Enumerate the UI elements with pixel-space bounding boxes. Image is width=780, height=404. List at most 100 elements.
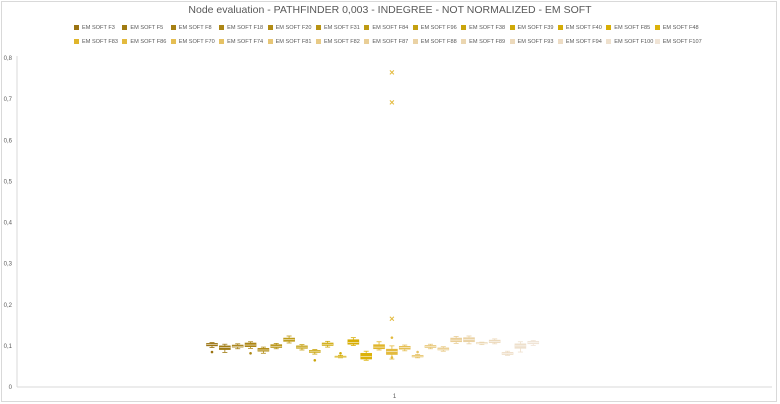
legend-item: EM SOFT F107 <box>654 37 703 46</box>
legend-label: EM SOFT F93 <box>517 38 554 45</box>
legend-label: EM SOFT F83 <box>82 38 118 45</box>
outlier-point <box>390 336 394 339</box>
y-tick-label: 0,3 <box>4 262 13 268</box>
y-tick-label: 0,2 <box>4 303 13 309</box>
legend-swatch <box>606 39 612 44</box>
legend-swatch <box>412 25 418 30</box>
legend-item: EM SOFT F74 <box>219 37 267 46</box>
legend-label: EM SOFT F107 <box>662 38 702 45</box>
legend-label: EM SOFT F40 <box>565 24 602 31</box>
legend-label: EM SOFT F3 <box>82 24 115 31</box>
legend: EM SOFT F3 EM SOFT F5 EM SOFT F8 EM SOFT F1… <box>74 23 714 46</box>
legend-swatch <box>509 25 515 30</box>
legend-swatch <box>606 25 612 30</box>
legend-item: EM SOFT F84 <box>364 23 412 32</box>
legend-label: EM SOFT F88 <box>420 38 457 45</box>
outlier-point <box>416 350 419 354</box>
outlier-marker <box>389 70 395 75</box>
legend-label: EM SOFT F70 <box>178 38 215 45</box>
legend-item: EM SOFT F83 <box>74 37 122 46</box>
legend-label: EM SOFT F82 <box>323 38 360 45</box>
legend-label: EM SOFT F100 <box>614 38 654 45</box>
legend-item: EM SOFT F93 <box>509 37 558 46</box>
y-tick-label: 0,4 <box>4 221 13 227</box>
legend-swatch <box>364 39 370 44</box>
legend-item: EM SOFT F85 <box>606 23 654 32</box>
legend-label: EM SOFT F18 <box>227 24 264 31</box>
legend-label: EM SOFT F31 <box>323 24 360 31</box>
legend-swatch <box>170 39 176 44</box>
legend-item: EM SOFT F86 <box>122 37 170 46</box>
y-tick-label: 0,8 <box>4 56 13 62</box>
legend-swatch <box>315 25 321 30</box>
box <box>360 352 373 360</box>
y-tick-label: 0,7 <box>4 97 13 103</box>
legend-item: EM SOFT F88 <box>412 37 461 46</box>
legend-label: EM SOFT F87 <box>372 38 409 45</box>
legend-label: EM SOFT F86 <box>130 38 167 45</box>
legend-swatch <box>267 39 273 44</box>
legend-item: EM SOFT F40 <box>557 23 606 32</box>
legend-swatch <box>509 39 515 44</box>
outlier-point <box>249 351 252 355</box>
legend-item: EM SOFT F31 <box>315 23 364 32</box>
outlier-point <box>313 358 317 362</box>
outlier-point <box>339 351 342 355</box>
box <box>347 339 360 345</box>
legend-item: EM SOFT F20 <box>267 23 316 32</box>
legend-swatch <box>461 25 467 30</box>
outlier-point <box>390 356 394 359</box>
legend-item: EM SOFT F48 <box>654 23 703 32</box>
legend-item: EM SOFT F18 <box>219 23 267 32</box>
legend-label: EM SOFT F96 <box>420 24 457 31</box>
legend-swatch <box>219 39 225 44</box>
legend-label: EM SOFT F5 <box>130 24 164 31</box>
y-tick-label: 0,6 <box>4 138 13 144</box>
y-tick-label: 0 <box>9 385 13 391</box>
legend-swatch <box>122 25 128 30</box>
legend-swatch <box>557 39 563 44</box>
legend-item: EM SOFT F8 <box>170 23 219 32</box>
legend-label: EM SOFT F84 <box>372 24 409 31</box>
legend-label: EM SOFT F94 <box>565 38 602 45</box>
legend-swatch <box>557 25 563 30</box>
legend-item: EM SOFT F39 <box>509 23 558 32</box>
y-tick-label: 0,5 <box>4 179 13 185</box>
outlier-point <box>210 350 214 354</box>
legend-swatch <box>412 39 418 44</box>
legend-label: EM SOFT F85 <box>614 24 651 31</box>
legend-swatch <box>654 39 660 44</box>
legend-label: EM SOFT F39 <box>517 24 554 31</box>
legend-item: EM SOFT F82 <box>315 37 364 46</box>
box <box>373 344 385 350</box>
chart-title: Node evaluation - PATHFINDER 0,003 - IND… <box>188 4 592 16</box>
legend-label: EM SOFT F74 <box>227 38 264 45</box>
outlier-marker <box>389 100 395 105</box>
legend-label: EM SOFT F81 <box>275 38 312 45</box>
x-tick-label: 1 <box>393 394 397 400</box>
legend-swatch <box>267 25 273 30</box>
legend-item: EM SOFT F100 <box>606 37 654 46</box>
legend-item: EM SOFT F5 <box>122 23 170 32</box>
legend-label: EM SOFT F89 <box>469 38 506 45</box>
legend-swatch <box>170 25 176 30</box>
legend-label: EM SOFT F20 <box>275 24 312 31</box>
legend-label: EM SOFT F38 <box>469 24 506 31</box>
legend-swatch <box>315 39 321 44</box>
legend-swatch <box>461 39 467 44</box>
legend-item: EM SOFT F96 <box>412 23 461 32</box>
legend-item: EM SOFT F70 <box>170 37 219 46</box>
outlier-marker <box>389 316 395 322</box>
legend-item: EM SOFT F81 <box>267 37 316 46</box>
legend-item: EM SOFT F3 <box>74 23 122 32</box>
legend-item: EM SOFT F38 <box>461 23 509 32</box>
legend-swatch <box>74 39 79 44</box>
y-tick-label: 0,1 <box>4 344 13 350</box>
legend-item: EM SOFT F89 <box>461 37 509 46</box>
legend-swatch <box>654 25 660 30</box>
legend-swatch <box>219 25 225 30</box>
legend-swatch <box>364 25 370 30</box>
legend-label: EM SOFT F8 <box>178 24 212 31</box>
